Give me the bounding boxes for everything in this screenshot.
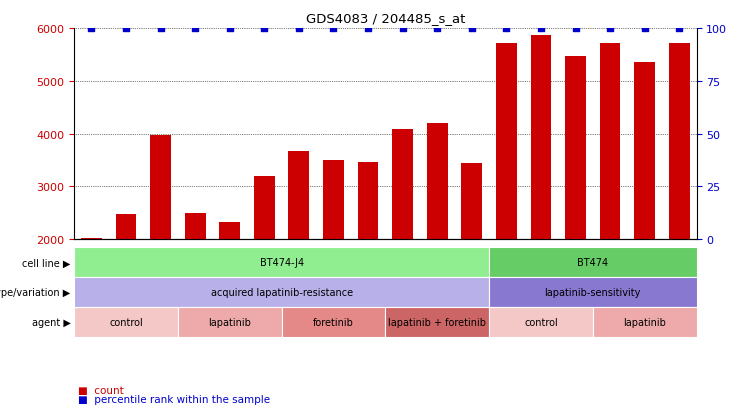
Text: lapatinib: lapatinib bbox=[623, 317, 666, 327]
Bar bbox=[116, 214, 136, 345]
Point bbox=[120, 26, 132, 32]
Bar bbox=[254, 176, 275, 345]
Point bbox=[639, 26, 651, 32]
Bar bbox=[634, 63, 655, 345]
Text: control: control bbox=[524, 317, 558, 327]
Point bbox=[500, 26, 512, 32]
Bar bbox=[427, 124, 448, 345]
Point bbox=[259, 26, 270, 32]
Text: GDS4083 / 204485_s_at: GDS4083 / 204485_s_at bbox=[305, 12, 465, 25]
Bar bbox=[392, 130, 413, 345]
Text: lapatinib-sensitivity: lapatinib-sensitivity bbox=[545, 287, 641, 297]
Bar bbox=[81, 238, 102, 345]
Bar bbox=[669, 44, 690, 345]
Bar bbox=[150, 135, 171, 345]
Text: genotype/variation ▶: genotype/variation ▶ bbox=[0, 287, 70, 297]
Point bbox=[362, 26, 374, 32]
Text: control: control bbox=[109, 317, 143, 327]
Bar bbox=[496, 44, 516, 345]
Bar bbox=[288, 152, 309, 345]
Point bbox=[431, 26, 443, 32]
Bar bbox=[565, 57, 586, 345]
Text: cell line ▶: cell line ▶ bbox=[22, 258, 70, 268]
Text: ■  count: ■ count bbox=[78, 385, 124, 395]
Point bbox=[189, 26, 201, 32]
Bar bbox=[219, 223, 240, 345]
Text: lapatinib: lapatinib bbox=[208, 317, 251, 327]
Text: acquired lapatinib-resistance: acquired lapatinib-resistance bbox=[210, 287, 353, 297]
Text: agent ▶: agent ▶ bbox=[32, 317, 70, 327]
Point bbox=[674, 26, 685, 32]
Point bbox=[328, 26, 339, 32]
Point bbox=[535, 26, 547, 32]
Bar bbox=[358, 162, 379, 345]
Point bbox=[85, 26, 97, 32]
Point bbox=[155, 26, 167, 32]
Bar bbox=[185, 214, 205, 345]
Point bbox=[224, 26, 236, 32]
Bar bbox=[599, 44, 620, 345]
Bar bbox=[462, 163, 482, 345]
Point bbox=[396, 26, 408, 32]
Text: BT474: BT474 bbox=[577, 258, 608, 268]
Text: ■  percentile rank within the sample: ■ percentile rank within the sample bbox=[78, 394, 270, 404]
Bar bbox=[323, 161, 344, 345]
Text: foretinib: foretinib bbox=[313, 317, 354, 327]
Point bbox=[293, 26, 305, 32]
Bar bbox=[531, 36, 551, 345]
Text: BT474-J4: BT474-J4 bbox=[259, 258, 304, 268]
Text: lapatinib + foretinib: lapatinib + foretinib bbox=[388, 317, 486, 327]
Point bbox=[570, 26, 582, 32]
Point bbox=[604, 26, 616, 32]
Point bbox=[466, 26, 478, 32]
